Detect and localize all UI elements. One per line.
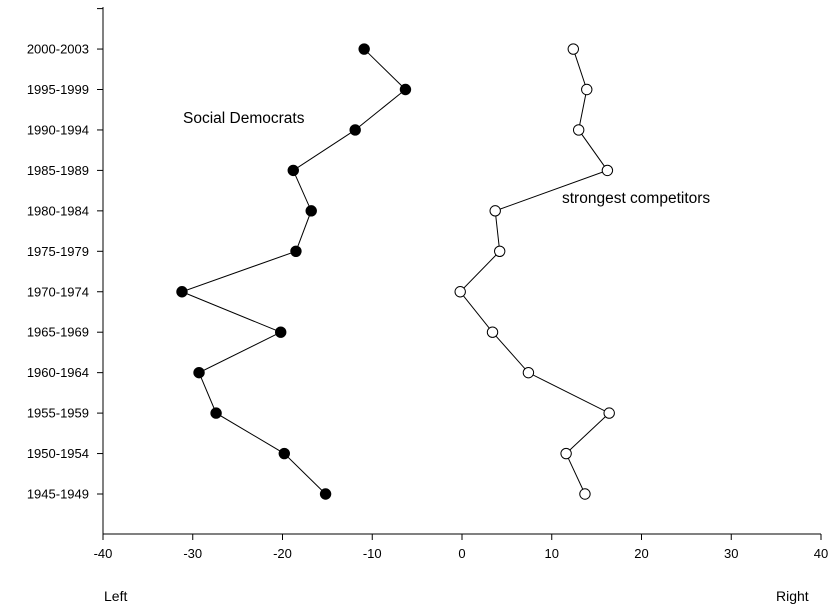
data-point [287,164,299,177]
data-point [193,366,205,379]
x-tick-label: 10 [545,546,559,561]
y-tick-label: 2000-2003 [27,42,89,57]
y-tick-label: 1945-1949 [27,487,89,502]
annotation-strongest-competitors: strongest competitors [562,190,710,207]
data-point [489,205,501,217]
data-point [319,488,332,500]
data-point [278,447,290,460]
data-point [358,43,370,55]
data-point [581,83,593,96]
x-tick-label: -30 [183,546,202,561]
x-axis-left-word: Left [104,588,127,604]
data-point [567,43,579,55]
x-axis-ticks: -40 -30 -20 -10 0 10 20 30 40 [94,534,828,561]
y-tick-label: 1970-1974 [27,284,89,299]
data-point [290,245,302,258]
x-tick-label: 0 [458,546,465,561]
data-point [572,124,585,136]
x-tick-label: 40 [814,546,828,561]
series-strongest-competitors [454,43,615,500]
y-tick-label: 1990-1994 [27,122,89,137]
x-tick-label: 20 [634,546,648,561]
data-point [399,83,412,96]
annotation-social-democrats: Social Democrats [183,110,305,127]
x-axis-right-word: Right [776,588,809,604]
y-tick-label: 1960-1964 [27,365,89,380]
data-point [579,488,591,500]
data-point [275,326,287,338]
series-line [180,48,407,495]
data-point [493,245,506,258]
y-tick-label: 1950-1954 [27,446,89,461]
data-point [560,447,572,460]
data-point [349,124,361,136]
x-tick-label: -40 [94,546,113,561]
y-tick-label: 1985-1989 [27,163,89,178]
x-tick-label: 30 [724,546,738,561]
data-point [601,164,614,177]
data-point [603,407,615,419]
x-tick-label: -10 [363,546,382,561]
y-tick-label: 1975-1979 [27,244,89,259]
data-point [454,286,466,298]
data-point [305,205,317,217]
data-point [486,326,499,338]
data-point [176,286,188,298]
x-tick-label: -20 [273,546,292,561]
series-social-democrats [176,43,412,500]
y-tick-label: 1965-1969 [27,325,89,340]
y-tick-label: 1995-1999 [27,82,89,97]
axes [102,7,821,535]
y-axis-ticks: 1945-1949 1950-1954 1955-1959 1960-1964 1965… [27,8,103,502]
data-point [210,407,222,419]
y-tick-label: 1955-1959 [27,406,89,421]
series-line [459,48,611,495]
y-tick-label: 1980-1984 [27,203,89,218]
series-layer [176,43,615,500]
data-point [522,366,535,379]
